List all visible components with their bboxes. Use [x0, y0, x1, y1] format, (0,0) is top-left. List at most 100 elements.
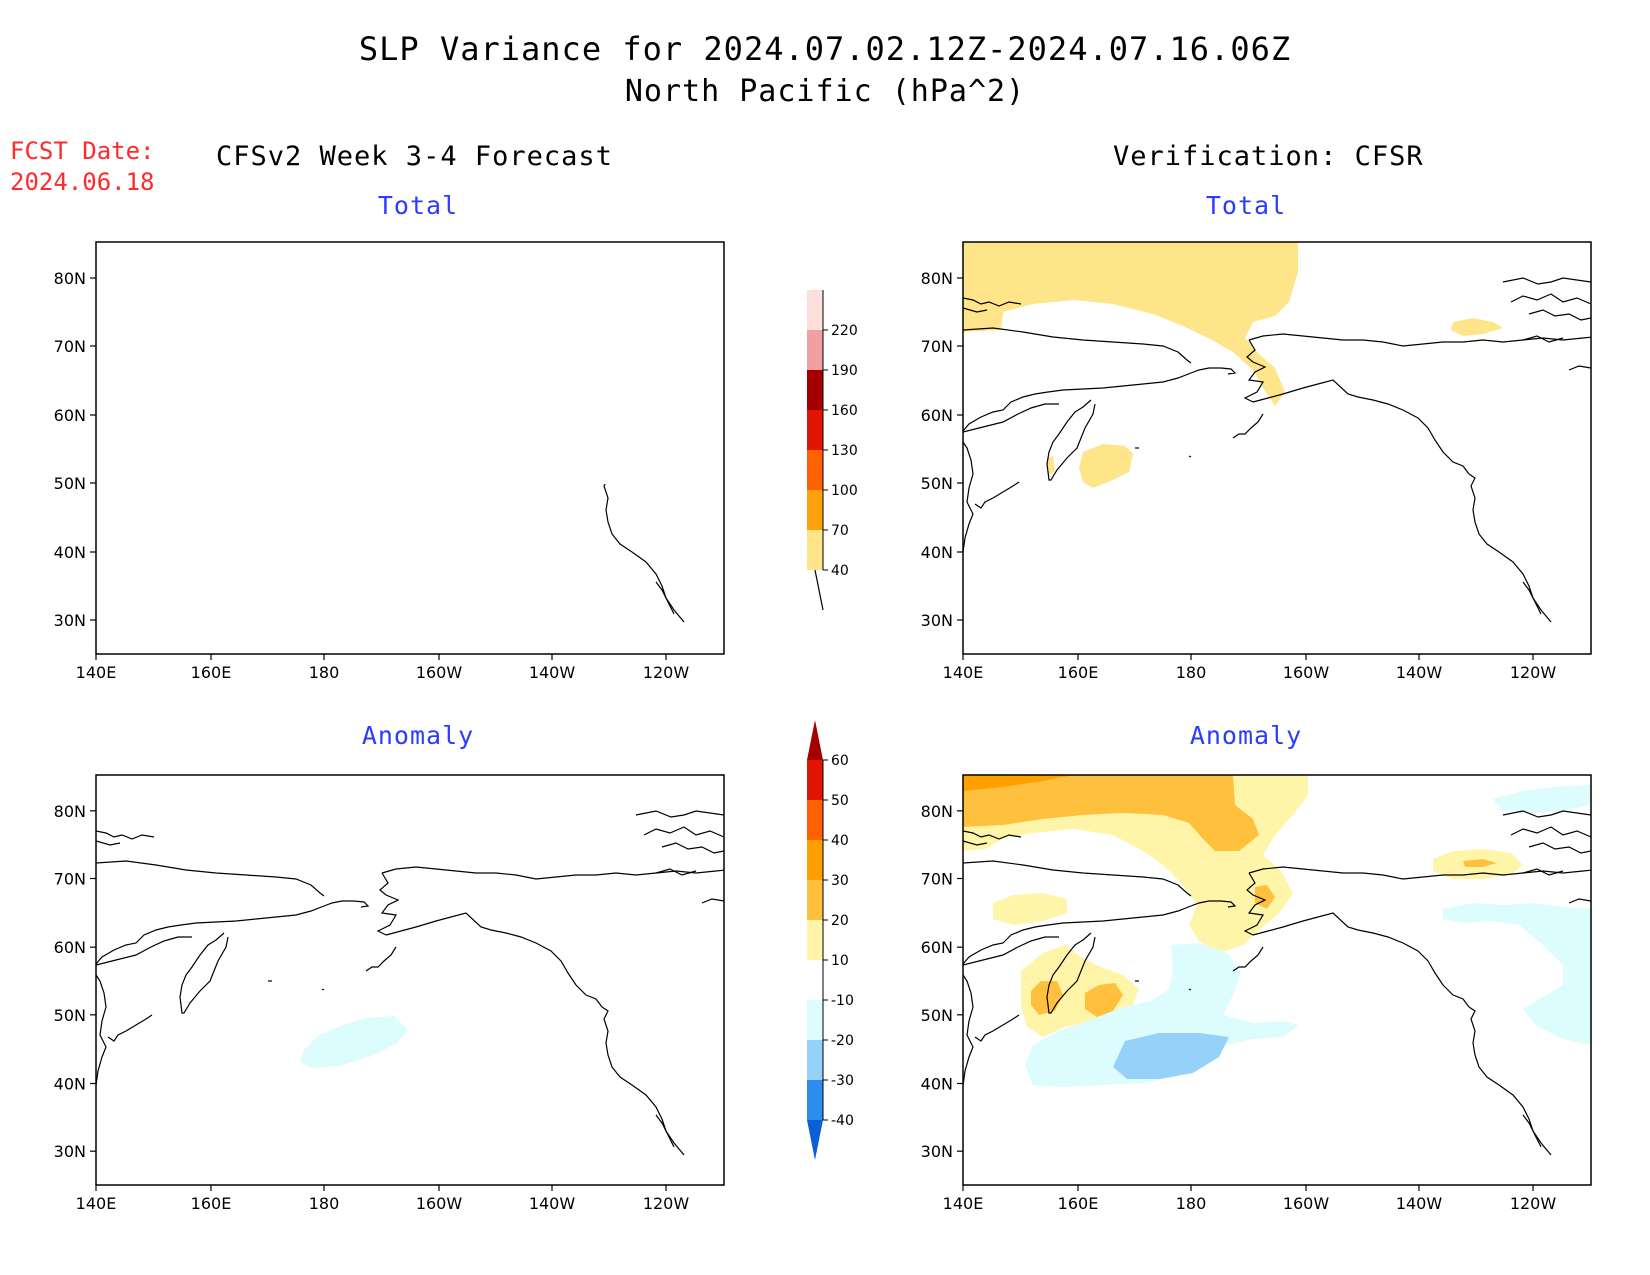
colorbar-total-label: 160: [831, 403, 858, 419]
colorbar-total-swatch: [807, 530, 823, 570]
colorbar-anomaly-swatch: [807, 880, 823, 920]
lon-label-bottom-right: 160W: [1283, 1194, 1330, 1213]
anomaly-orange-kamchatka-b: [1085, 983, 1123, 1017]
panel-title-top-right: Total: [1205, 191, 1287, 220]
colorbar-anomaly-label: 20: [831, 913, 849, 929]
contour-40-arctic: [963, 242, 1298, 406]
colorbar-anomaly-label: 60: [831, 753, 849, 769]
anomaly-lightblue-nbc: [1443, 903, 1591, 1045]
colorbar-anomaly-label: -30: [831, 1073, 854, 1089]
fcst-date-label: FCST Date:: [10, 137, 155, 165]
lat-label-bottom-left: 30N: [54, 1142, 86, 1161]
colorbar-total-swatch: [807, 490, 823, 530]
lat-label-bottom-left: 60N: [54, 938, 86, 957]
lon-label-top-right: 120W: [1510, 663, 1557, 682]
lon-label-bottom-right: 160E: [1058, 1194, 1099, 1213]
colorbar-total-swatch: [807, 410, 823, 450]
lat-label-bottom-right: 50N: [921, 1006, 953, 1025]
colorbar-total-swatch: [807, 290, 823, 330]
colorbar-anomaly-label: 30: [831, 873, 849, 889]
lat-label-top-right: 60N: [921, 406, 953, 425]
fcst-date-value: 2024.06.18: [10, 168, 155, 196]
anomaly-darkorange-arctic: [963, 775, 1073, 791]
anomaly-lightblue-pacific: [1025, 943, 1299, 1087]
lon-label-top-left: 160E: [191, 663, 232, 682]
lon-label-bottom-right: 140E: [943, 1194, 984, 1213]
lon-label-bottom-right: 180: [1176, 1194, 1207, 1213]
lon-label-top-left: 120W: [643, 663, 690, 682]
lon-label-bottom-right: 120W: [1510, 1194, 1557, 1213]
main-subtitle: North Pacific (hPa^2): [624, 74, 1026, 109]
colorbar-anomaly-label: -20: [831, 1033, 854, 1049]
lat-label-bottom-right: 40N: [921, 1074, 953, 1093]
anomaly-lightblue-forecast: [300, 1016, 408, 1068]
colorbar-total-label: 70: [831, 523, 849, 539]
forecast-header: CFSv2 Week 3-4 Forecast: [216, 141, 613, 172]
anomaly-blue-pacific: [1113, 1033, 1229, 1079]
panel-title-bottom-right: Anomaly: [1189, 721, 1303, 750]
lon-label-top-left: 140E: [76, 663, 117, 682]
colorbar-anomaly-label: 10: [831, 953, 849, 969]
lat-label-top-right: 40N: [921, 543, 953, 562]
colorbar-total-label: 190: [831, 363, 858, 379]
contour-40-kamchatka: [1047, 456, 1055, 474]
colorbar-anomaly-arrow-bottom: [807, 1120, 823, 1160]
colorbar-anomaly-swatch: [807, 1040, 823, 1080]
lon-label-top-left: 140W: [529, 663, 576, 682]
anomaly-orange-arctic: [963, 775, 1259, 851]
colorbar-total-label: 100: [831, 483, 858, 499]
lat-label-top-right: 30N: [921, 611, 953, 630]
colorbar-total-swatch: [807, 330, 823, 370]
colorbar-total: 40 70 100 130 160 190 220: [807, 288, 858, 611]
colorbar-anomaly-swatch: [807, 760, 823, 800]
lon-label-top-right: 140E: [943, 663, 984, 682]
lat-label-top-right: 70N: [921, 337, 953, 356]
lon-label-bottom-left: 160E: [191, 1194, 232, 1213]
lat-label-top-right: 80N: [921, 269, 953, 288]
anomaly-orange-canada: [1463, 859, 1497, 867]
lat-label-top-left: 70N: [54, 337, 86, 356]
lon-label-bottom-left: 140E: [76, 1194, 117, 1213]
lat-label-bottom-right: 80N: [921, 802, 953, 821]
lat-label-top-left: 50N: [54, 474, 86, 493]
panel-title-top-left: Total: [377, 191, 459, 220]
anomaly-yellow-west: [993, 893, 1067, 925]
lat-label-top-right: 50N: [921, 474, 953, 493]
anomaly-lightblue-canada: [1493, 785, 1591, 813]
colorbar-anomaly-label: 40: [831, 833, 849, 849]
colorbar-anomaly-label: -40: [831, 1113, 854, 1129]
lon-label-top-left: 160W: [416, 663, 463, 682]
lon-label-top-right: 140W: [1396, 663, 1443, 682]
colorbar-total-swatch: [807, 370, 823, 410]
lat-label-top-left: 40N: [54, 543, 86, 562]
colorbar-anomaly-label: -10: [831, 993, 854, 1009]
colorbar-anomaly-swatch: [807, 840, 823, 880]
lon-label-bottom-left: 120W: [643, 1194, 690, 1213]
colorbar-anomaly-swatch: [807, 1000, 823, 1040]
panel-title-bottom-left: Anomaly: [361, 721, 475, 750]
fcst-date-block: FCST Date: 2024.06.18: [10, 136, 155, 198]
contour-40-bering: [1079, 444, 1133, 488]
lat-label-bottom-right: 70N: [921, 869, 953, 888]
lon-label-bottom-left: 140W: [529, 1194, 576, 1213]
contour-40-canada: [1451, 318, 1503, 336]
lat-label-bottom-right: 30N: [921, 1142, 953, 1161]
lat-label-top-left: 80N: [54, 269, 86, 288]
colorbar-total-label: 220: [831, 323, 858, 339]
lat-label-bottom-left: 80N: [54, 802, 86, 821]
lon-label-top-left: 180: [309, 663, 340, 682]
total-contours: [963, 242, 1503, 488]
colorbar-anomaly-swatch: [807, 920, 823, 960]
colorbar-anomaly-arrow-top: [807, 720, 823, 760]
lon-label-top-right: 160E: [1058, 663, 1099, 682]
map-bottom-left: [95, 774, 725, 1186]
lat-label-top-left: 60N: [54, 406, 86, 425]
lon-label-top-right: 160W: [1283, 663, 1330, 682]
colorbar-anomaly-swatch: [807, 800, 823, 840]
map-bottom-right: [962, 774, 1592, 1186]
colorbar-anomaly-label: 50: [831, 793, 849, 809]
map-top-right: [962, 241, 1592, 655]
colorbar-total-label: 130: [831, 443, 858, 459]
axis-labels: 80N 70N 60N 50N 40N 30N 140E 160E 180 160W 140W 120…: [54, 269, 1557, 1213]
